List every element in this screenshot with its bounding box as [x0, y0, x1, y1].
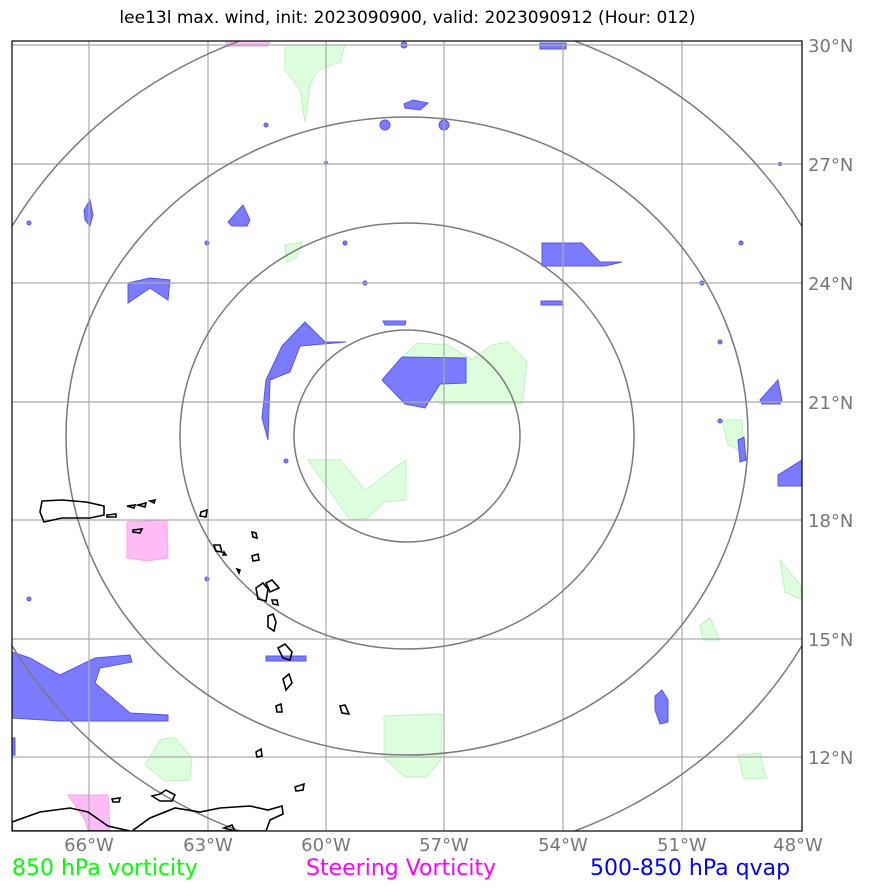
range-rings — [12, 41, 802, 831]
lat-label: 27°N — [808, 155, 853, 176]
longitude-labels: 66°W 63°W 60°W 57°W 54°W 51°W 48°W — [64, 835, 823, 856]
lon-label: 54°W — [538, 835, 588, 856]
lat-label: 30°N — [808, 36, 853, 57]
graticule — [12, 41, 802, 831]
lon-label: 60°W — [301, 835, 351, 856]
lat-label: 24°N — [808, 274, 853, 295]
map-frame — [11, 40, 803, 832]
lon-label: 57°W — [419, 835, 469, 856]
lon-label: 66°W — [64, 835, 114, 856]
lon-label: 51°W — [657, 835, 707, 856]
map-title: lee13l max. wind, init: 2023090900, vali… — [119, 8, 696, 28]
lat-label: 12°N — [808, 748, 853, 769]
legend-qvap: 500-850 hPa qvap — [590, 856, 791, 881]
lon-label: 48°W — [773, 835, 823, 856]
coastlines — [12, 498, 351, 831]
lat-label: 21°N — [808, 393, 853, 414]
lon-label: 63°W — [183, 835, 233, 856]
lat-label: 15°N — [808, 630, 853, 651]
qvap-fill — [12, 41, 802, 756]
puerto-rico-outline — [39, 499, 105, 523]
lat-label: 18°N — [808, 511, 853, 532]
latitude-labels: 30°N 27°N 24°N 21°N 18°N 15°N 12°N — [808, 36, 853, 769]
legend-vorticity-850: 850 hPa vorticity — [12, 856, 198, 881]
legend-steering-vorticity: Steering Vorticity — [306, 856, 497, 881]
